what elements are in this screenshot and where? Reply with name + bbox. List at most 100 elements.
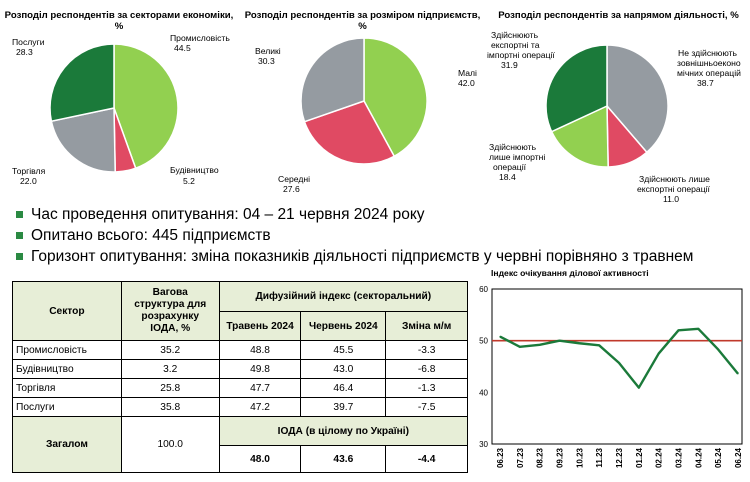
- x-tick-label: 04.24: [694, 447, 703, 468]
- pie-label: зовнішньоеконо: [677, 58, 741, 68]
- x-tick-label: 05.24: [714, 447, 723, 468]
- y-tick-label: 30: [479, 440, 488, 449]
- pie-label: Малі: [458, 68, 477, 78]
- data-point: [519, 346, 521, 348]
- header-june: Червень 2024: [300, 311, 387, 341]
- header-weight: Вагова структура для розрахунку ІОДА, %: [120, 281, 220, 341]
- bullet-square-icon: [16, 232, 23, 239]
- data-point: [697, 328, 699, 330]
- pie-slice: [606, 44, 669, 154]
- pie-label: Будівництво: [170, 165, 219, 175]
- cell-change: -3.3: [385, 340, 468, 360]
- pie-chart-activity: Не здійснюють зовнішньоеконо мічних опер…: [487, 30, 741, 204]
- table-row: Послуги 35.8 47.2 39.7 -7.5: [12, 397, 468, 417]
- cell-sector: Торгівля: [12, 378, 122, 398]
- pie-label: Здійснюють: [491, 30, 539, 40]
- pie-label: 22.0: [20, 176, 37, 186]
- pie-label: 27.6: [283, 184, 300, 194]
- business-activity-line-chart: 30 40 50 60 06.23 07.23 08.23 09.23 10.23 11.23 12…: [479, 285, 743, 468]
- x-tick-label: 03.24: [675, 447, 684, 468]
- pie-panel-sectors: Розподіл респондентів за секторами еконо…: [0, 0, 238, 200]
- data-point: [499, 335, 501, 338]
- pie-title-activity: Розподіл респондентів за напрямом діяльн…: [498, 10, 739, 21]
- data-point: [578, 342, 580, 344]
- header-weight-line: Вагова: [152, 287, 188, 298]
- table-row: Промисловість 35.2 48.8 45.5 -3.3: [12, 340, 468, 360]
- cell-may: 48.8: [218, 340, 302, 360]
- total-weight: 100.0: [120, 416, 220, 473]
- x-tick-label: 01.24: [635, 447, 644, 468]
- pie-slice: [550, 104, 609, 168]
- survey-period-text: Час проведення опитування: 04 – 21 червн…: [31, 206, 425, 223]
- x-tick-label: 11.23: [595, 447, 604, 467]
- cell-june: 46.4: [300, 378, 387, 398]
- data-point: [658, 352, 660, 355]
- table-row: Будівництво 3.2 49.8 43.0 -6.8: [12, 359, 468, 379]
- x-tick-label: 07.23: [516, 447, 525, 468]
- respondents-count-text: Опитано всього: 445 підприємств: [31, 227, 271, 244]
- data-point: [618, 362, 620, 364]
- index-series-line: [499, 327, 739, 389]
- x-tick-label: 08.23: [536, 447, 545, 468]
- pie-label: 30.3: [258, 56, 275, 66]
- x-tick-label: 06.24: [734, 447, 743, 468]
- bullet-square-icon: [16, 211, 23, 218]
- pie-title-size: Розподіл респондентів за розміром підпри…: [244, 10, 481, 32]
- cell-may: 47.7: [218, 378, 302, 398]
- survey-period-item: Час проведення опитування: 04 – 21 червн…: [16, 204, 736, 225]
- sector-index-table: Сектор Вагова структура для розрахунку І…: [12, 281, 469, 473]
- x-tick-label: 02.24: [655, 447, 664, 468]
- pie-label: 38.7: [697, 78, 714, 88]
- pie-label: Послуги: [12, 37, 45, 47]
- header-diffusion: Дифузійний індекс (секторальний): [218, 281, 469, 312]
- cell-weight: 35.2: [120, 340, 220, 360]
- header-weight-line: структура для: [134, 299, 207, 310]
- pie-label: 5.2: [183, 176, 195, 186]
- pie-label: лише імпортні: [489, 152, 545, 162]
- cell-change: -1.3: [385, 378, 468, 398]
- y-tick-label: 40: [479, 388, 488, 397]
- cell-weight: 35.8: [120, 397, 220, 417]
- cell-weight: 25.8: [120, 378, 220, 398]
- data-point: [539, 344, 541, 346]
- pie-label: 31.9: [501, 60, 518, 70]
- pie-slice: [50, 107, 116, 173]
- cell-june: 39.7: [300, 397, 387, 417]
- pie-label: Не здійснюють: [678, 48, 738, 58]
- pie-slice: [113, 43, 179, 170]
- data-point: [558, 340, 561, 342]
- cell-change: -6.8: [385, 359, 468, 379]
- cell-sector: Будівництво: [12, 359, 122, 379]
- data-point: [717, 348, 719, 351]
- x-tick-label: 10.23: [575, 447, 584, 468]
- data-point: [598, 344, 600, 346]
- pie-label: Торгівля: [12, 166, 46, 176]
- x-tick-label: 12.23: [615, 447, 624, 468]
- x-tick-label: 09.23: [556, 447, 565, 468]
- pie-chart-size: Малі 42.0 Середні 27.6 Великі 30.3: [255, 37, 477, 194]
- pie-label: мічних операцій: [677, 68, 741, 78]
- pie-label: імпортні операції: [487, 50, 555, 60]
- pie-chart-sectors: Промисловість 44.5 Будівництво 42.0 5.2 …: [12, 33, 230, 186]
- pie-panel-size: Розподіл респондентів за розміром підпри…: [240, 0, 485, 200]
- ioda-label: ІОДА (в цілому по Україні): [218, 416, 469, 446]
- survey-horizon-text: Горизонт опитування: зміна показників ді…: [31, 248, 694, 265]
- total-june: 43.6: [300, 445, 387, 473]
- survey-horizon-item: Горизонт опитування: зміна показників ді…: [16, 246, 736, 267]
- plot-frame: [491, 288, 743, 445]
- total-change: -4.4: [385, 445, 468, 473]
- total-may: 48.0: [218, 445, 302, 473]
- pie-label: 44.5: [174, 43, 191, 53]
- total-label: Загалом: [12, 416, 122, 473]
- respondents-count-item: Опитано всього: 445 підприємств: [16, 225, 736, 246]
- table-row: Торгівля 25.8 47.7 46.4 -1.3: [12, 378, 468, 398]
- data-point: [737, 373, 739, 375]
- header-sector: Сектор: [12, 281, 122, 341]
- cell-may: 49.8: [218, 359, 302, 379]
- pie-label: Середні: [278, 174, 310, 184]
- x-tick-label: 06.23: [496, 447, 505, 468]
- pie-label: Промисловість: [170, 33, 230, 43]
- pie-label: Здійснюють лише: [639, 174, 710, 184]
- pie-label: 42.0: [458, 78, 475, 88]
- header-change: Зміна м/м: [385, 311, 468, 341]
